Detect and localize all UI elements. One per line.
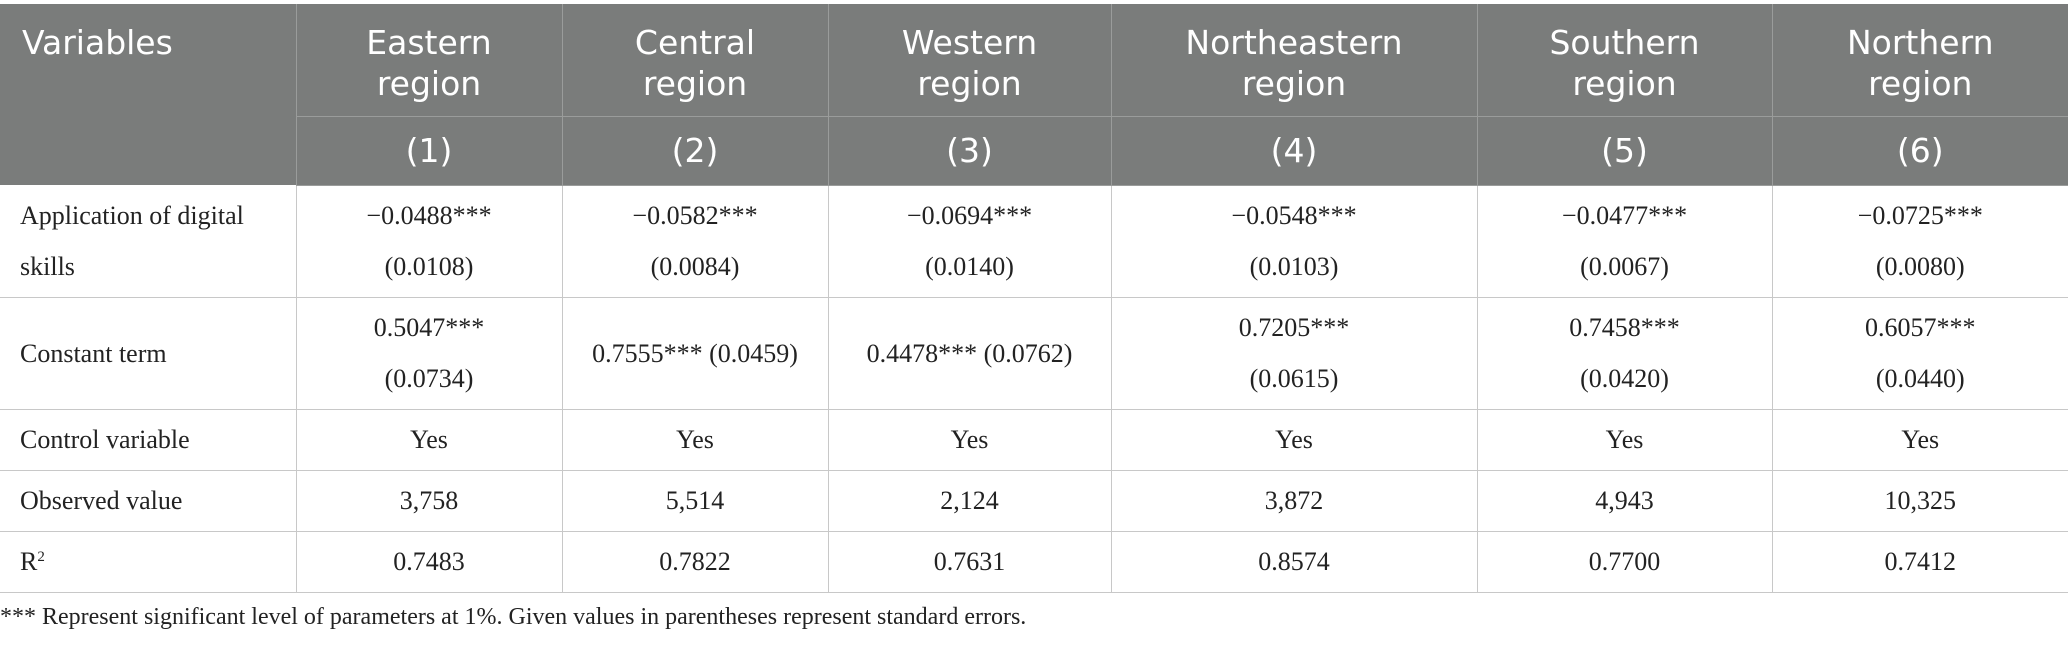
- row-label-constant-term: Constant term: [0, 297, 297, 410]
- table-cell: 0.7458*** (0.0420): [1477, 297, 1773, 410]
- table-cell: Yes: [828, 409, 1112, 471]
- column-number-6: (6): [1772, 116, 2068, 186]
- table-cell: Yes: [1772, 409, 2068, 471]
- table-cell: Yes: [296, 409, 563, 471]
- table-cell: 5,514: [562, 470, 829, 532]
- table-row: Constant term 0.5047*** (0.0734) 0.7555**…: [0, 297, 2068, 410]
- table-cell: 0.7700: [1477, 531, 1773, 593]
- table-cell: −0.0725*** (0.0080): [1772, 185, 2068, 298]
- column-header-central: Central region: [562, 4, 829, 117]
- table-body: Application of digital skills −0.0488***(…: [0, 185, 2068, 593]
- table-cell: −0.0694*** (0.0140): [828, 185, 1112, 298]
- column-header-eastern: Eastern region: [296, 4, 563, 117]
- column-header-southern: Southern region: [1477, 4, 1773, 117]
- table-cell: −0.0582*** (0.0084): [562, 185, 829, 298]
- table-cell: −0.0488*** (0.0108): [296, 185, 563, 298]
- column-number-4: (4): [1111, 116, 1478, 186]
- row-label-observed-value: Observed value: [0, 470, 297, 532]
- table-cell: 0.4478*** (0.0762): [828, 297, 1112, 410]
- table-row: Application of digital skills −0.0488***(…: [0, 185, 2068, 298]
- table-cell: 0.6057*** (0.0440): [1772, 297, 2068, 410]
- table-cell: 3,872: [1111, 470, 1478, 532]
- table-cell: 0.7205*** (0.0615): [1111, 297, 1478, 410]
- table-cell: 3,758: [296, 470, 563, 532]
- table-cell: 0.7483: [296, 531, 563, 593]
- table-header: Variables Eastern region Central region We…: [0, 4, 2068, 186]
- table-row: Observed value 3,758 5,514 2,124 3,872 4…: [0, 470, 2068, 532]
- table-cell: Yes: [562, 409, 829, 471]
- table-cell: 0.7631: [828, 531, 1112, 593]
- table-footnote: *** Represent significant level of param…: [0, 604, 1027, 630]
- column-number-1: (1): [296, 116, 563, 186]
- table-cell: 0.7412: [1772, 531, 2068, 593]
- table-cell: Yes: [1111, 409, 1478, 471]
- table-cell: 4,943: [1477, 470, 1773, 532]
- table-cell: −0.0548*** (0.0103): [1111, 185, 1478, 298]
- column-header-northern: Northern region: [1772, 4, 2068, 117]
- table-cell: 0.7555*** (0.0459): [562, 297, 829, 410]
- table-cell: 2,124: [828, 470, 1112, 532]
- table-cell: 10,325: [1772, 470, 2068, 532]
- row-label-control-variable: Control variable: [0, 409, 297, 471]
- table-cell: −0.0477*** (0.0067): [1477, 185, 1773, 298]
- table-row: Control variable Yes Yes Yes Yes Yes Yes: [0, 409, 2068, 471]
- column-number-2: (2): [562, 116, 829, 186]
- regression-table-container: Variables Eastern region Central region We…: [0, 4, 2068, 593]
- column-header-western: Western region: [828, 4, 1112, 117]
- column-number-5: (5): [1477, 116, 1773, 186]
- variables-header: Variables: [0, 4, 297, 185]
- table-cell: Yes: [1477, 409, 1773, 471]
- regional-regression-table: Variables Eastern region Central region We…: [0, 4, 2068, 593]
- table-cell: 0.8574: [1111, 531, 1478, 593]
- row-label-r-squared: R2: [0, 531, 297, 593]
- column-number-3: (3): [828, 116, 1112, 186]
- column-header-northeastern: Northeastern region: [1111, 4, 1478, 117]
- row-label-digital-skills: Application of digital skills: [0, 185, 297, 298]
- table-cell: 0.5047*** (0.0734): [296, 297, 563, 410]
- table-cell: 0.7822: [562, 531, 829, 593]
- table-row: R2 0.7483 0.7822 0.7631 0.8574 0.7700 0.…: [0, 531, 2068, 593]
